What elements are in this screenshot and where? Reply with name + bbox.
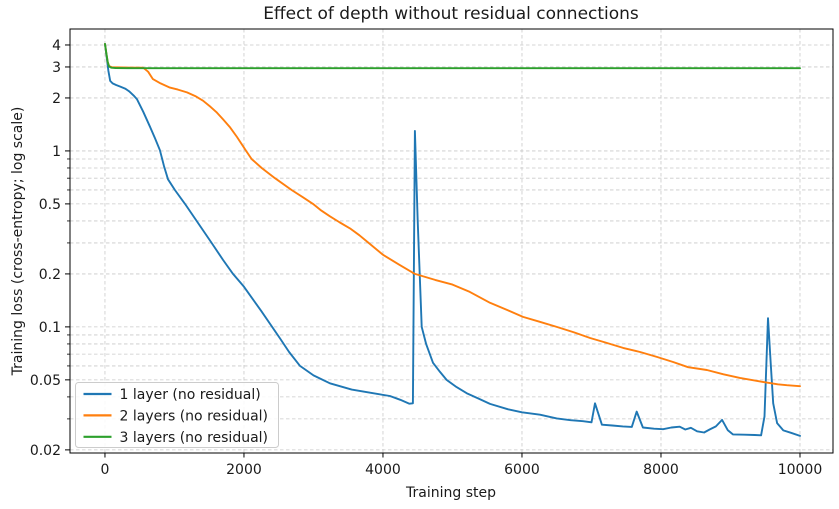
x-tick-label: 2000 [226, 462, 262, 478]
y-tick-label: 0.2 [39, 267, 61, 283]
x-tick-label: 10000 [778, 462, 823, 478]
y-tick-label: 0.5 [39, 197, 61, 213]
y-tick-label: 0.05 [30, 373, 61, 389]
x-tick-label: 8000 [643, 462, 679, 478]
x-tick-label: 6000 [504, 462, 540, 478]
y-tick-label: 0.1 [39, 320, 61, 336]
series-line-2 [104, 43, 801, 388]
chart-title: Effect of depth without residual connect… [263, 4, 639, 24]
legend: 1 layer (no residual) 2 layers (no residu… [75, 382, 279, 448]
series-line-3 [104, 43, 801, 70]
tick-labels: 0 2000 4000 6000 8000 10000 4 3 2 1 0.5 0.2 0.1 0.05 0… [30, 38, 822, 478]
series-line-1 [104, 43, 801, 437]
legend-box [75, 382, 279, 448]
x-tick-label: 0 [100, 462, 109, 478]
legend-item-label: 1 layer (no residual) [120, 387, 261, 403]
gridlines [70, 29, 833, 453]
legend-item-label: 3 layers (no residual) [120, 430, 269, 446]
y-tick-label: 2 [52, 91, 61, 107]
y-tick-label: 4 [52, 38, 61, 54]
y-tick-label: 1 [52, 144, 61, 160]
y-axis-label: Training loss (cross-entropy; log scale) [10, 107, 26, 377]
series-lines [104, 43, 801, 437]
plot-border [69, 28, 834, 454]
x-tick-label: 4000 [365, 462, 401, 478]
legend-item-label: 2 layers (no residual) [120, 408, 269, 424]
x-axis-label: Training step [405, 485, 496, 501]
y-tick-label: 0.02 [30, 443, 61, 459]
y-tick-label: 3 [52, 60, 61, 76]
axis-ticks [65, 44, 801, 458]
